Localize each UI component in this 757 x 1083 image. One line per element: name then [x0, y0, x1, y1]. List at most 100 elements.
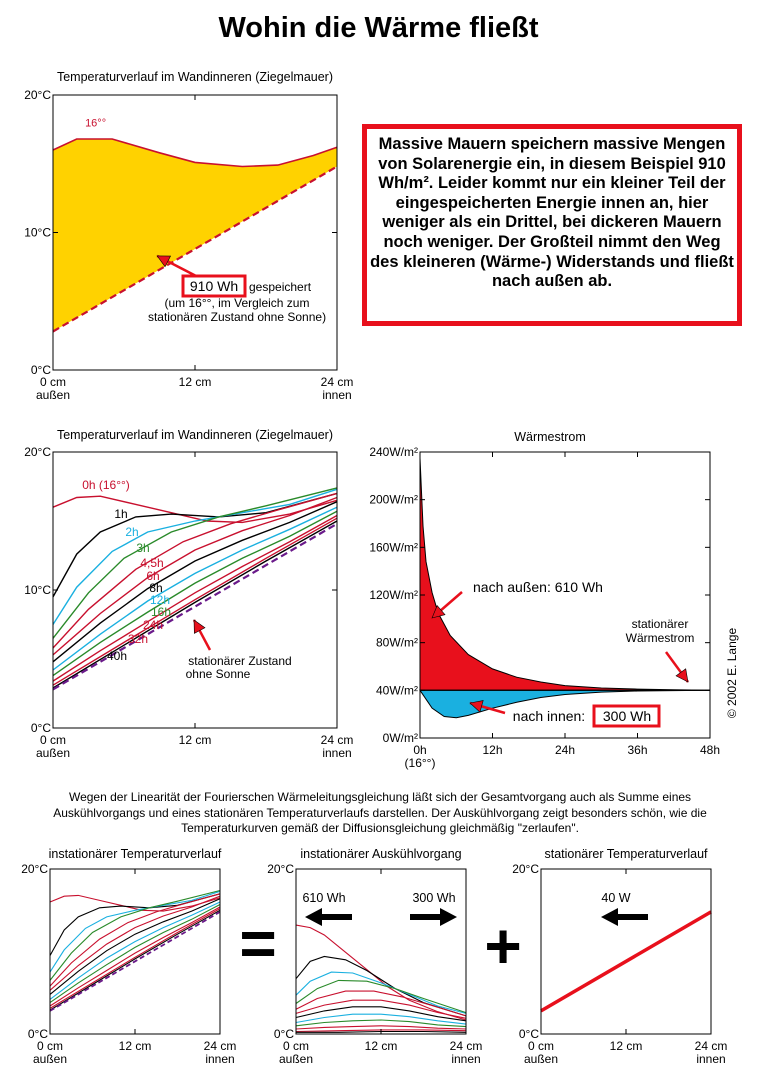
chart4-curve [49, 906, 221, 1007]
chart1-gespeichert-label: gespeichert [249, 280, 312, 294]
chart2-curve-label: 24h [143, 618, 163, 632]
chart2-curve [52, 517, 338, 686]
chart4-curve [49, 908, 221, 1009]
chart4-curve [49, 895, 221, 991]
chart1-910-box [181, 274, 247, 298]
page-title: Wohin die Wärme fließt [218, 12, 539, 44]
chart2-xtick-sublabel: innen [322, 746, 351, 760]
chart5-outward-label: 610 Wh [302, 891, 345, 905]
chart5-title: instationärer Auskühlvorgang [300, 847, 461, 861]
chart5-curve [295, 1019, 467, 1028]
chart5-xtick-label: 12 cm [365, 1039, 398, 1053]
chart4-xtick-label: 24 cm [204, 1039, 237, 1053]
chart2-curve-label: 12h [150, 593, 170, 607]
copyright-label: © 2002 E. Lange [725, 628, 739, 719]
chart2-note-line2: ohne Sonne [186, 667, 251, 681]
chart2-curve [52, 501, 338, 663]
chart6-xtick-label: 0 cm [528, 1039, 554, 1053]
chart3-inward-area [419, 689, 711, 719]
chart1-title: Temperaturverlauf im Wandinneren (Ziegel… [57, 70, 333, 84]
chart2-title: Temperaturverlauf im Wandinneren (Ziegel… [57, 428, 333, 442]
chart5-curve [295, 1013, 467, 1025]
chart3-stationary-label2: Wärmestrom [626, 631, 695, 645]
chart4-curve [49, 904, 221, 1004]
chart3-300-box [592, 704, 661, 728]
chart6-xtick-sublabel: innen [696, 1052, 725, 1066]
chart2-curve [52, 492, 338, 649]
chart6-ytick-label: 0°C [519, 1027, 539, 1041]
chart3-ytick-label: 0W/m² [383, 731, 418, 745]
chart2-xtick-label: 0 cm [40, 733, 66, 747]
chart3-xtick-label: 24h [555, 743, 575, 757]
chart2-ytick-label: 0°C [31, 721, 51, 735]
chart5-curve [295, 999, 467, 1019]
chart3-stationary-arrow-head [675, 668, 689, 683]
chart2-ytick-label: 20°C [24, 445, 51, 459]
chart2-curve-label: 0h (16°°) [82, 478, 130, 492]
chart1-xtick-label: 12 cm [179, 375, 212, 389]
chart4-curve [49, 898, 221, 995]
chart2-curve [52, 506, 338, 671]
chart3-inward-label: nach innen: [513, 708, 585, 724]
chart2-curve [52, 510, 338, 677]
chart5-curve [295, 1006, 467, 1022]
chart1-note-line2: stationären Zustand ohne Sonne) [148, 310, 326, 324]
chart3-xtick-label: 48h [700, 743, 720, 757]
chart5-xtick-label: 0 cm [283, 1039, 309, 1053]
chart3-ytick-label: 160W/m² [369, 540, 418, 554]
chart1-ytick-label: 10°C [24, 226, 51, 240]
chart1-ytick-label: 0°C [31, 363, 51, 377]
chart1-xtick-label: 24 cm [321, 375, 354, 389]
chart5-outward-arrow [305, 908, 352, 926]
chart3-ytick-label: 80W/m² [376, 636, 418, 650]
chart1-xtick-sublabel: innen [322, 388, 351, 402]
chart3-xtick-label: 0h [413, 743, 426, 757]
chart5-curve [295, 955, 467, 1017]
chart4-curve [49, 889, 221, 981]
chart2-curve-label: 1h [114, 507, 127, 521]
chart2-curve [52, 520, 338, 689]
chart3-xtick-label: 36h [627, 743, 647, 757]
chart4-curve [49, 890, 221, 973]
chart3-outward-area [419, 457, 711, 691]
explanation-paragraph: Wegen der Linearität der Fourierschen Wä… [53, 790, 707, 835]
chart2-curve [52, 496, 338, 656]
chart1-arrow-head [156, 255, 172, 268]
chart2-curve-label: 3h [136, 541, 149, 555]
chart1-stored-area [53, 139, 337, 332]
chart1-ytick-label: 20°C [24, 88, 51, 102]
chart2-curve-label: 40h [107, 649, 127, 663]
chart5-curve [295, 990, 467, 1017]
chart3-xtick-label: 12h [482, 743, 502, 757]
chart5-xtick-sublabel: außen [279, 1052, 313, 1066]
chart2-xtick-label: 24 cm [321, 733, 354, 747]
chart1-910-label: 910 Wh [190, 278, 238, 294]
chart2-curve-label: 16h [151, 605, 171, 619]
chart4-ytick-label: 20°C [21, 862, 48, 876]
chart2-curve [52, 514, 338, 682]
chart4-title: instationärer Temperaturverlauf [49, 847, 222, 861]
chart2-note-line1: stationärer Zustand [188, 654, 291, 668]
chart5-curve [295, 979, 467, 1014]
chart1-xtick-label: 0 cm [40, 375, 66, 389]
chart3-outward-arrow-head [431, 605, 446, 619]
chart2-ytick-label: 10°C [24, 583, 51, 597]
chart2-curve-label: 8h [149, 581, 162, 595]
chart2-curve-label: 2h [125, 525, 138, 539]
chart1-note-line1: (um 16°°, im Vergleich zum [165, 296, 310, 310]
chart4-curve [49, 893, 221, 956]
chart5-xtick-label: 24 cm [450, 1039, 483, 1053]
chart5-inward-label: 300 Wh [412, 891, 455, 905]
chart4-xtick-label: 0 cm [37, 1039, 63, 1053]
chart2-curve-label: 32h [128, 632, 148, 646]
chart6-stationary-line [540, 910, 712, 1013]
chart6-xtick-label: 24 cm [695, 1039, 728, 1053]
info-box: Massive Mauern speichern massive Mengen … [362, 124, 742, 326]
chart4-curve [49, 911, 221, 1012]
chart2-curve [52, 487, 338, 639]
chart2-xtick-label: 12 cm [179, 733, 212, 747]
chart5-curve [295, 924, 467, 1021]
chart1-label-16h: 16°° [85, 118, 106, 130]
chart3-inward-value: 300 Wh [603, 708, 651, 724]
